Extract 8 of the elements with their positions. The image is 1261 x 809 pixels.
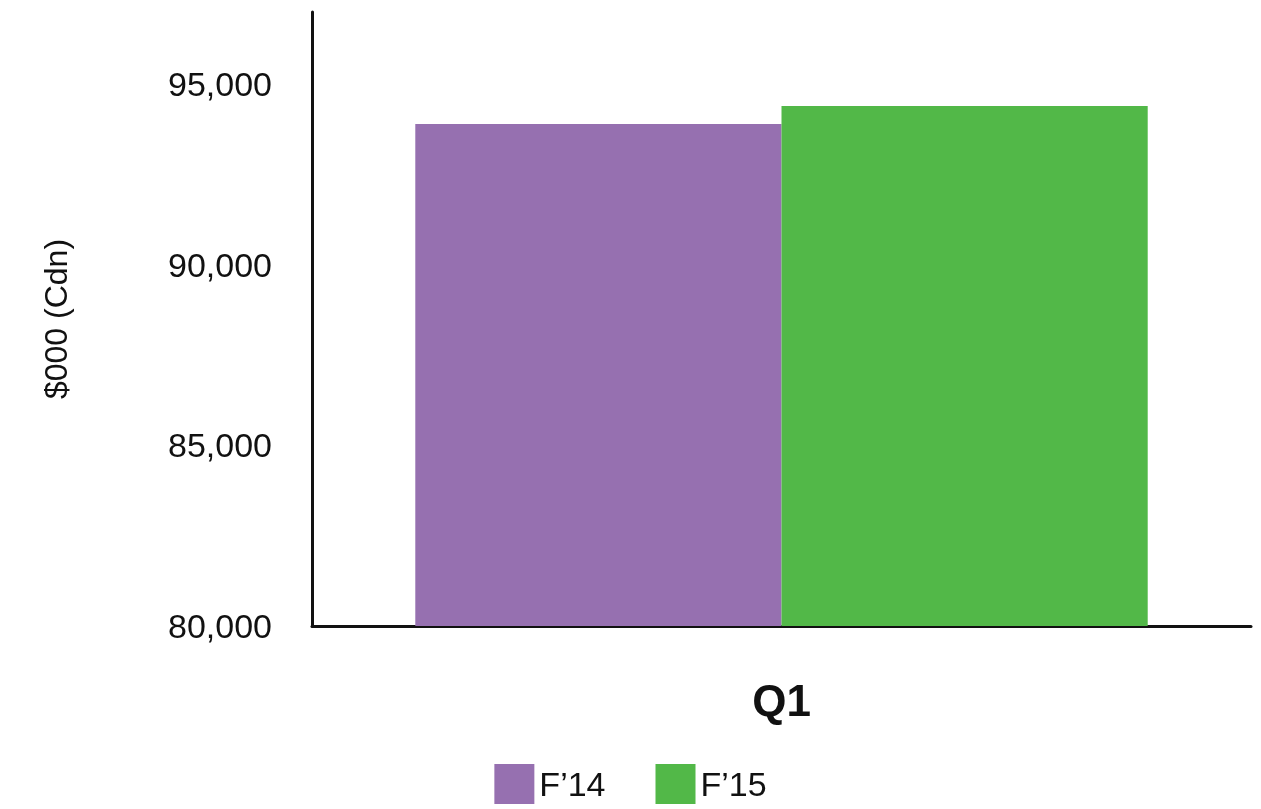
y-tick-label: 80,000 xyxy=(168,607,272,645)
y-tick-label: 90,000 xyxy=(168,245,272,284)
legend-label: F’15 xyxy=(700,765,767,803)
y-tick-label: 85,000 xyxy=(168,426,272,465)
legend-label: F’14 xyxy=(539,765,606,803)
y-axis-title: $000 (Cdn) xyxy=(38,238,74,400)
x-tick-label: Q1 xyxy=(752,675,811,725)
y-tick-label: 95,000 xyxy=(168,65,272,104)
